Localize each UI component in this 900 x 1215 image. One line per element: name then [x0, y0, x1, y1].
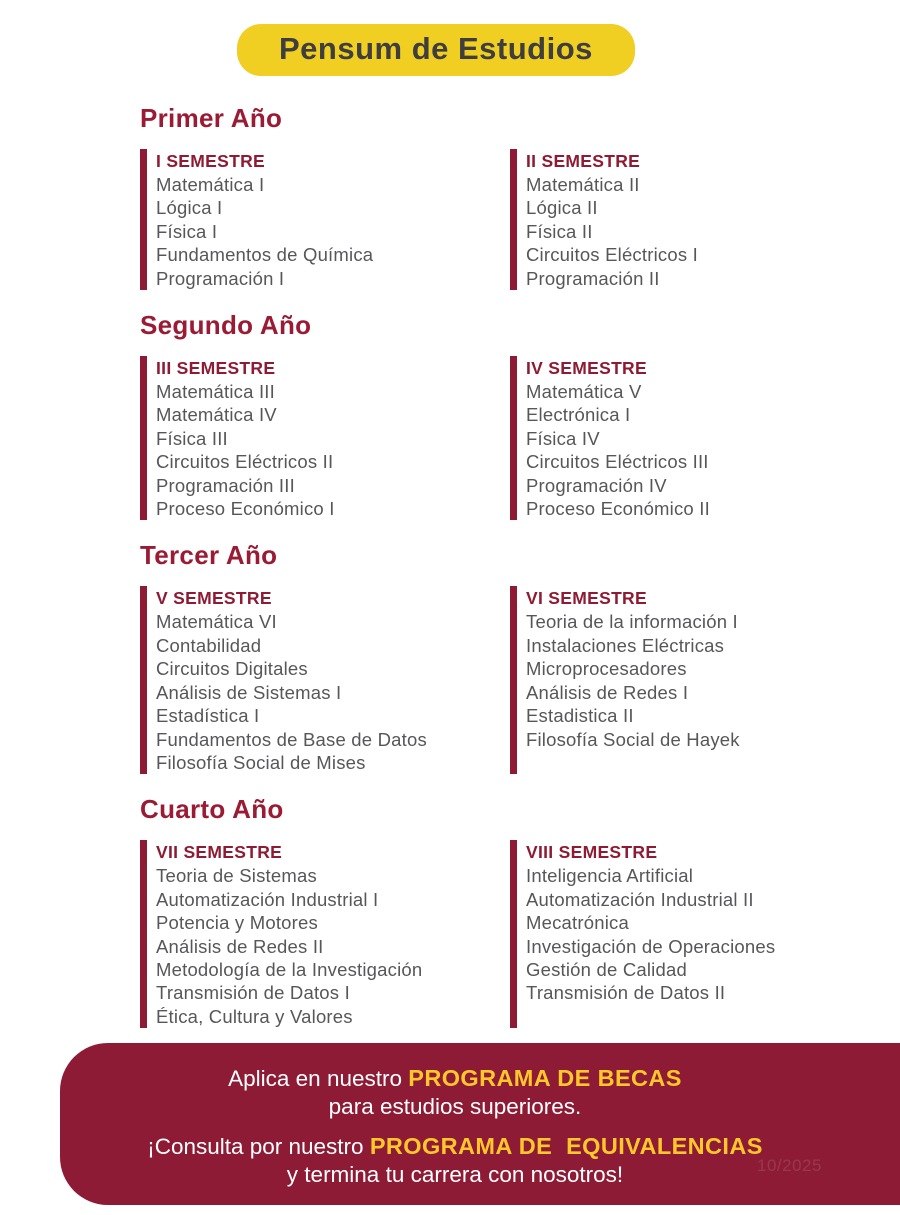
course-item: Metodología de la Investigación: [156, 958, 423, 980]
course-item: Matemática IV: [156, 404, 277, 426]
banner-line-3: ¡Consulta por nuestro PROGRAMA DE EQUIVA…: [90, 1132, 820, 1161]
semester-label: VI SEMESTRE: [526, 588, 647, 609]
course-item: Física IV: [526, 427, 600, 449]
year-section: Cuarto Año VII SEMESTRE Teoria de Sistem…: [140, 794, 880, 1029]
course-item: Fundamentos de Química: [156, 244, 374, 266]
banner-line-3-text: ¡Consulta por nuestro: [147, 1134, 370, 1159]
course-item: Circuitos Eléctricos I: [526, 244, 698, 266]
course-list: Matemática II Lógica II Física II Circuitos…: [526, 173, 880, 290]
course-list: Teoria de la información I Instalaciones …: [526, 610, 880, 750]
course-item: Física I: [156, 220, 218, 242]
banner-line-1-highlight: PROGRAMA DE BECAS: [408, 1065, 682, 1091]
year-title: Tercer Año: [140, 540, 278, 571]
semester-block: VIII SEMESTRE Inteligencia Artificial Aut…: [510, 840, 880, 1029]
course-list: Inteligencia Artificial Automatización In…: [526, 864, 880, 1004]
course-item: Análisis de Redes II: [156, 935, 324, 957]
semester-label: VIII SEMESTRE: [526, 842, 658, 863]
banner-line-4: y termina tu carrera con nosotros!: [286, 1162, 624, 1187]
course-item: Estadística I: [156, 705, 260, 727]
course-item: Matemática VI: [156, 611, 277, 633]
course-item: Teoria de Sistemas: [156, 865, 317, 887]
year-title: Cuarto Año: [140, 794, 284, 825]
course-list: Teoria de Sistemas Automatización Industr…: [156, 864, 510, 1028]
semester-block: VI SEMESTRE Teoria de la información I In…: [510, 586, 880, 775]
banner-line-3-highlight: PROGRAMA DE EQUIVALENCIAS: [369, 1133, 763, 1159]
course-item: Física III: [156, 427, 228, 449]
course-item: Teoria de la información I: [526, 611, 738, 633]
course-item: Lógica I: [156, 197, 223, 219]
course-item: Lógica II: [526, 197, 598, 219]
date-watermark: 10/2025: [757, 1156, 822, 1175]
semesters-row: VII SEMESTRE Teoria de Sistemas Automatiz…: [140, 840, 880, 1029]
course-item: Investigación de Operaciones: [526, 935, 776, 957]
course-item: Circuitos Eléctricos III: [526, 451, 709, 473]
course-item: Transmisión de Datos I: [156, 982, 350, 1004]
course-item: Microprocesadores: [526, 658, 687, 680]
course-item: Potencia y Motores: [156, 912, 318, 934]
banner-line-1: Aplica en nuestro PROGRAMA DE BECAS: [90, 1064, 820, 1093]
year-title: Primer Año: [140, 103, 283, 133]
course-item: Transmisión de Datos II: [526, 982, 726, 1004]
year-section: Segundo Año III SEMESTRE Matemática III M…: [140, 310, 880, 521]
course-item: Contabilidad: [156, 634, 262, 656]
semesters-row: III SEMESTRE Matemática III Matemática IV…: [140, 356, 880, 521]
semester-block: IV SEMESTRE Matemática V Electrónica I Fís…: [510, 356, 880, 521]
course-item: Fundamentos de Base de Datos: [156, 728, 427, 750]
course-item: Programación I: [156, 267, 285, 289]
course-item: Electrónica I: [526, 404, 631, 426]
semester-label: V SEMESTRE: [156, 588, 272, 609]
banner-line-2: para estudios superiores.: [328, 1094, 582, 1119]
semester-block: II SEMESTRE Matemática II Lógica II Física…: [510, 149, 880, 291]
course-item: Ética, Cultura y Valores: [156, 1005, 353, 1027]
semester-label: IV SEMESTRE: [526, 358, 647, 379]
course-list: Matemática VI Contabilidad Circuitos Digit…: [156, 610, 510, 774]
year-section: Primer Año I SEMESTRE Matemática I Lógica…: [140, 103, 880, 291]
year-title: Segundo Año: [140, 310, 312, 341]
course-item: Filosofía Social de Mises: [156, 751, 366, 773]
course-item: Física II: [526, 220, 593, 242]
course-item: Automatización Industrial II: [526, 888, 754, 910]
course-item: Matemática II: [526, 174, 640, 195]
course-item: Análisis de Redes I: [526, 681, 689, 703]
course-item: Instalaciones Eléctricas: [526, 634, 725, 656]
course-item: Programación III: [156, 474, 295, 496]
course-item: Matemática I: [156, 174, 265, 195]
course-item: Programación II: [526, 267, 660, 289]
course-item: Programación IV: [526, 474, 667, 496]
semester-label: II SEMESTRE: [526, 151, 641, 171]
year-section: Tercer Año V SEMESTRE Matemática VI Conta…: [140, 540, 880, 775]
semester-label: VII SEMESTRE: [156, 842, 283, 863]
course-item: Matemática V: [526, 381, 642, 403]
course-item: Gestión de Calidad: [526, 958, 687, 980]
semester-label: III SEMESTRE: [156, 358, 276, 379]
course-item: Mecatrónica: [526, 912, 629, 934]
course-item: Automatización Industrial I: [156, 888, 379, 910]
page-title: Pensum de Estudios: [237, 24, 635, 76]
course-item: Análisis de Sistemas I: [156, 681, 342, 703]
course-item: Circuitos Digitales: [156, 658, 308, 680]
course-item: Proceso Económico II: [526, 498, 710, 520]
banner-spacer: [90, 1121, 820, 1132]
course-item: Matemática III: [156, 381, 275, 403]
semester-label: I SEMESTRE: [156, 151, 265, 171]
semester-block: VII SEMESTRE Teoria de Sistemas Automatiz…: [140, 840, 510, 1029]
semesters-row: V SEMESTRE Matemática VI Contabilidad Circ…: [140, 586, 880, 775]
course-item: Proceso Económico I: [156, 498, 335, 520]
course-list: Matemática V Electrónica I Física IV Circui…: [526, 380, 880, 520]
course-item: Circuitos Eléctricos II: [156, 451, 334, 473]
banner-line-1-text: Aplica en nuestro: [228, 1066, 409, 1091]
course-item: Filosofía Social de Hayek: [526, 728, 740, 750]
semester-block: V SEMESTRE Matemática VI Contabilidad Circ…: [140, 586, 510, 775]
semester-block: III SEMESTRE Matemática III Matemática IV…: [140, 356, 510, 521]
years-container: Primer Año I SEMESTRE Matemática I Lógica…: [140, 88, 880, 1029]
course-list: Matemática I Lógica I Física I Fundamentos …: [156, 173, 510, 290]
scholarship-banner: Aplica en nuestro PROGRAMA DE BECAS para…: [60, 1043, 900, 1205]
course-item: Inteligencia Artificial: [526, 865, 694, 887]
course-list: Matemática III Matemática IV Física III Cir…: [156, 380, 510, 520]
course-item: Estadistica II: [526, 705, 634, 727]
